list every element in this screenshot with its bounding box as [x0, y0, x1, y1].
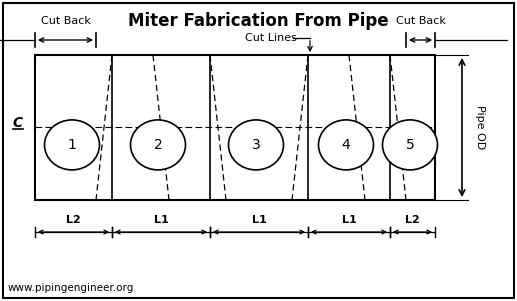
- Ellipse shape: [229, 120, 283, 170]
- Text: Cut Back: Cut Back: [40, 16, 90, 26]
- Text: 1: 1: [68, 138, 77, 152]
- Text: L1: L1: [342, 215, 356, 225]
- Text: L1: L1: [252, 215, 266, 225]
- Text: L2: L2: [405, 215, 420, 225]
- Ellipse shape: [318, 120, 373, 170]
- Ellipse shape: [44, 120, 99, 170]
- Ellipse shape: [383, 120, 437, 170]
- Text: 2: 2: [154, 138, 162, 152]
- Bar: [35, 55, 435, 200]
- Text: Cut Lines: Cut Lines: [245, 33, 297, 43]
- Text: Miter Fabrication From Pipe: Miter Fabrication From Pipe: [128, 12, 389, 30]
- Text: www.pipingengineer.org: www.pipingengineer.org: [8, 283, 134, 293]
- Text: C: C: [13, 116, 23, 130]
- Text: Cut Back: Cut Back: [396, 16, 446, 26]
- Ellipse shape: [130, 120, 186, 170]
- Text: L2: L2: [66, 215, 81, 225]
- Text: 5: 5: [406, 138, 414, 152]
- Text: Pipe OD: Pipe OD: [475, 105, 485, 149]
- Text: 3: 3: [252, 138, 261, 152]
- Text: L1: L1: [154, 215, 169, 225]
- Text: 4: 4: [342, 138, 351, 152]
